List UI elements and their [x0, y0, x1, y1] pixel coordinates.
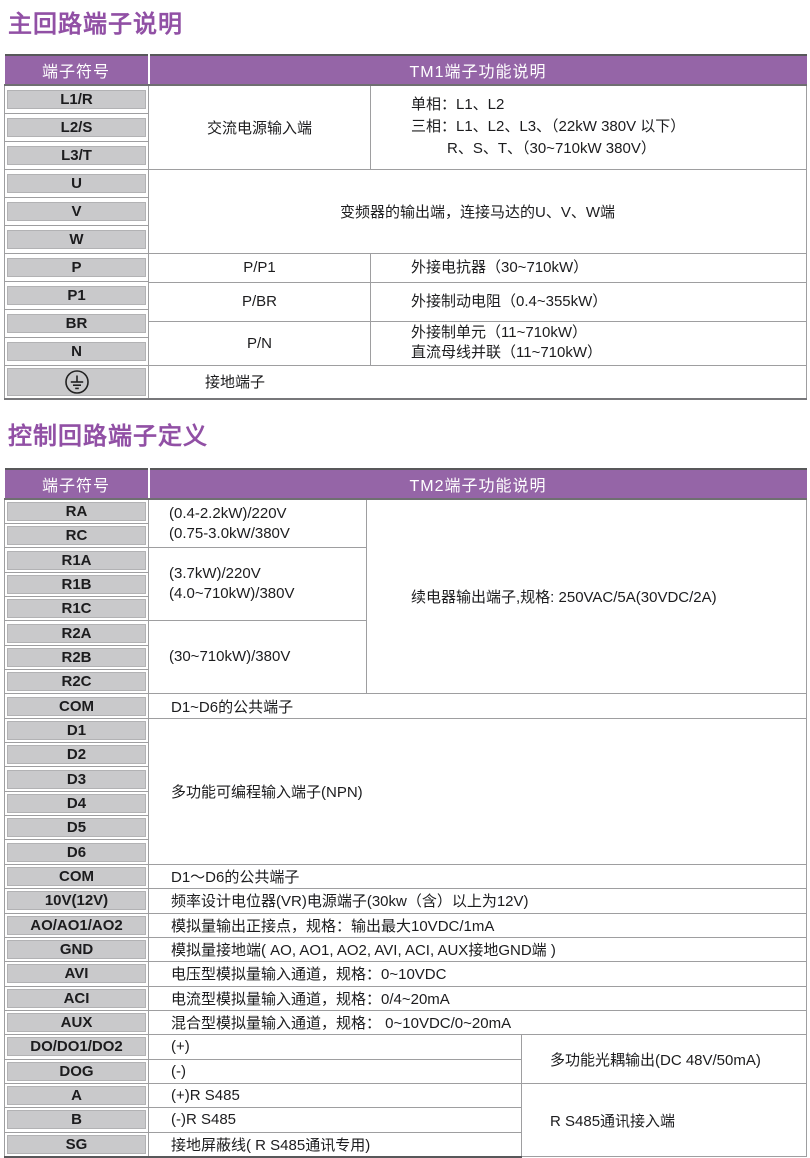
terminal-10v: 10V(12V) [7, 891, 146, 911]
terminal-d5: D5 [7, 818, 146, 838]
terminal-com-1: COM [7, 696, 146, 716]
terminal-d2: D2 [7, 745, 146, 765]
terminal-r2a: R2A [7, 623, 146, 643]
terminal-p1: P1 [7, 285, 146, 305]
p-br-desc: 外接制动电阻（0.4~355kW） [371, 283, 806, 322]
terminal-n: N [7, 341, 146, 361]
ac-input-line-2: 三相：L1、L2、L3、（22kW 380V 以下） [411, 118, 686, 136]
terminal-d1: D1 [7, 720, 146, 740]
terminal-ra: RA [7, 502, 146, 521]
terminal-sg: SG [7, 1134, 146, 1154]
terminal-r2b: R2B [7, 647, 146, 667]
sg-desc: 接地屏蔽线( R S485通讯专用) [148, 1131, 522, 1158]
opto-output-desc: 多功能光耦输出(DC 48V/50mA) [521, 1034, 807, 1084]
relay-group-1: (0.4-2.2kW)/220V (0.75-3.0kW/380V [148, 498, 367, 549]
relay-group-2: (3.7kW)/220V (4.0~710kW)/380V [148, 547, 367, 622]
pair-p-n: P/N [150, 321, 371, 364]
ac-input-label: 交流电源输入端 [148, 84, 371, 170]
rs485-a-desc: (+)R S485 [148, 1082, 522, 1109]
control-circuit-table: 端子符号 TM2端子功能说明 RA (0.4-2.2kW)/220V (0.75… [4, 468, 807, 1158]
ac-input-desc: 单相：L1、L2 三相：L1、L2、L3、（22kW 380V 以下） R、S、… [369, 84, 808, 170]
t2-header-function: TM2端子功能说明 [148, 468, 807, 500]
do-plus: (+) [148, 1034, 522, 1060]
terminal-r1b: R1B [7, 574, 146, 594]
terminal-r1c: R1C [7, 599, 146, 619]
terminal-aci: ACI [7, 988, 146, 1008]
terminal-r2c: R2C [7, 672, 146, 692]
pair-p-p1: P/P1 [149, 254, 371, 283]
main-circuit-table: 端子符号 TM1端子功能说明 L1/R 交流电源输入端 单相：L1、L2 三相：… [4, 54, 808, 400]
terminal-d4: D4 [7, 793, 146, 813]
terminal-br: BR [7, 313, 146, 333]
dog-minus: (-) [148, 1058, 522, 1084]
com1-desc: D1~D6的公共端子 [148, 693, 807, 719]
terminal-p: P [7, 257, 146, 277]
terminal-l1r: L1/R [7, 89, 146, 109]
p-section-cell: P/P1 外接电抗器（30~710kW） P/BR 外接制动电阻（0.4~355… [147, 252, 808, 366]
terminal-rc: RC [7, 526, 146, 546]
terminal-com-2: COM [7, 866, 146, 886]
main-circuit-title: 主回路端子说明 [8, 11, 183, 38]
terminal-avi: AVI [7, 964, 146, 984]
terminal-w: W [7, 229, 146, 249]
terminal-dog: DOG [7, 1061, 146, 1081]
10v-desc: 频率设计电位器(VR)电源端子(30kw（含）以上为12V) [148, 888, 807, 914]
com2-desc: D1～D6的公共端子 [148, 863, 807, 890]
terminal-ao: AO/AO1/AO2 [7, 915, 146, 935]
terminal-aux: AUX [7, 1013, 146, 1033]
terminal-gnd: GND [7, 940, 146, 960]
rs485-port-desc: R S485通讯接入端 [521, 1082, 807, 1158]
terminal-r1a: R1A [7, 550, 146, 570]
terminal-a: A [7, 1086, 146, 1106]
terminal-do: DO/DO1/DO2 [7, 1037, 146, 1057]
avi-desc: 电压型模拟量输入通道，规格：0~10VDC [148, 961, 807, 987]
pair-p-br: P/BR [149, 282, 371, 322]
p-n-desc: 外接制单元（11~710kW） 直流母线并联（11~710kW） [411, 324, 603, 361]
digital-input-desc: 多功能可编程输入端子(NPN) [148, 717, 807, 865]
ground-icon [64, 369, 89, 394]
t2-header-terminal: 端子符号 [4, 468, 150, 500]
terminal-l2s: L2/S [7, 117, 146, 137]
ground-desc: 接地端子 [147, 364, 808, 400]
gnd-desc: 模拟量接地端( AO, AO1, AO2, AVI, ACI, AUX接地GND… [148, 936, 807, 963]
aci-desc: 电流型模拟量输入通道，规格：0/4~20mA [148, 985, 807, 1011]
rs485-b-desc: (-)R S485 [148, 1107, 522, 1133]
terminal-l3t: L3/T [7, 145, 146, 165]
t1-header-function: TM1端子功能说明 [148, 54, 807, 86]
inverter-output-desc: 变频器的输出端，连接马达的U、V、W端 [147, 168, 808, 254]
terminal-u: U [7, 173, 146, 193]
ao-desc: 模拟量输出正接点，规格：输出最大10VDC/1mA [148, 912, 807, 938]
p-p1-desc: 外接电抗器（30~710kW） [371, 254, 806, 283]
control-circuit-title: 控制回路端子定义 [8, 423, 208, 450]
ac-input-line-3: R、S、T、（30~710kW 380V） [447, 140, 656, 158]
p-section-grid: P/P1 外接电抗器（30~710kW） P/BR 外接制动电阻（0.4~355… [149, 254, 806, 364]
relay-group-3: (30~710kW)/380V [148, 620, 367, 695]
terminal-d3: D3 [7, 769, 146, 789]
terminal-b: B [7, 1110, 146, 1130]
terminal-ground [7, 367, 146, 396]
ac-input-line-1: 单相：L1、L2 [411, 96, 505, 114]
terminal-v: V [7, 201, 146, 221]
t1-header-terminal: 端子符号 [4, 54, 150, 86]
terminal-d6: D6 [7, 842, 146, 862]
relay-output-desc: 续电器输出端子,规格: 250VAC/5A(30VDC/2A) [366, 498, 807, 695]
aux-desc: 混合型模拟量输入通道，规格： 0~10VDC/0~20mA [148, 1009, 807, 1036]
